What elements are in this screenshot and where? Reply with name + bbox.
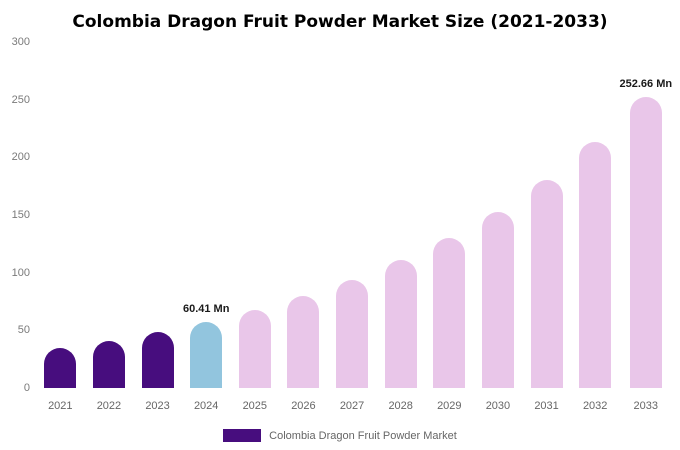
bar[interactable]: [141, 331, 174, 388]
bar[interactable]: [190, 322, 223, 388]
y-tick-label: 250: [11, 93, 30, 106]
x-tick-label: 2029: [437, 400, 462, 412]
bar-column: 2031: [522, 42, 571, 412]
legend: Colombia Dragon Fruit Powder Market: [0, 429, 680, 442]
data-label: [496, 192, 499, 207]
data-label: [594, 122, 597, 137]
data-label: [156, 312, 159, 327]
bar[interactable]: [92, 340, 125, 388]
bar[interactable]: [433, 238, 466, 388]
y-tick-label: 100: [11, 266, 30, 279]
bar-column: 60.41 Mn 2024: [182, 42, 231, 412]
bar-column: 2028: [376, 42, 425, 412]
x-tick-label: 2024: [193, 400, 219, 412]
bar-column: 2027: [328, 42, 377, 412]
y-tick-label: 300: [11, 36, 30, 48]
data-label: [107, 321, 110, 336]
data-label: [59, 328, 62, 343]
bar-column: 2030: [474, 42, 523, 412]
y-tick-label: 0: [23, 382, 30, 394]
y-tick-label: 150: [11, 209, 30, 221]
bar[interactable]: [481, 211, 514, 388]
x-tick-label: 2033: [633, 400, 659, 412]
y-tick-label: 200: [11, 151, 30, 164]
data-label: [351, 260, 354, 275]
bar[interactable]: [530, 180, 563, 388]
x-tick-label: 2030: [485, 400, 511, 412]
x-tick-label: 2023: [145, 400, 170, 412]
x-tick-label: 2028: [388, 400, 413, 412]
bar-column: 2022: [85, 42, 134, 412]
bar-column: 2025: [231, 42, 280, 412]
bars-container: 2021 2022 2023 60.41 Mn 2024 2025 2026 202…: [36, 42, 673, 412]
legend-label: Colombia Dragon Fruit Powder Market: [269, 429, 457, 442]
legend-item[interactable]: Colombia Dragon Fruit Powder Market: [223, 429, 457, 442]
bar-column: 2032: [571, 42, 620, 412]
bar[interactable]: [287, 295, 320, 388]
bar[interactable]: [336, 279, 369, 388]
data-label: [448, 218, 451, 233]
y-tick-label: 50: [17, 324, 30, 337]
bar-column: 2026: [279, 42, 328, 412]
bar-column: 2021: [36, 42, 85, 412]
data-label: 252.66 Mn: [619, 77, 673, 90]
bar[interactable]: [238, 309, 271, 388]
chart-title: Colombia Dragon Fruit Powder Market Size…: [72, 12, 608, 32]
data-label: [253, 290, 256, 305]
legend-swatch: [223, 429, 262, 442]
data-label: [545, 160, 548, 175]
bar-column: 252.66 Mn 2033: [619, 42, 673, 412]
bar[interactable]: [44, 347, 77, 388]
x-tick-label: 2032: [582, 400, 608, 412]
y-axis: 0 50 100 150 200 250 300: [4, 36, 32, 394]
bar[interactable]: [579, 142, 612, 388]
bar[interactable]: [384, 259, 417, 388]
x-tick-label: 2022: [96, 400, 122, 412]
x-tick-label: 2025: [242, 400, 268, 412]
x-tick-label: 2026: [291, 400, 316, 412]
x-tick-label: 2027: [339, 400, 365, 412]
data-label: [302, 276, 305, 291]
x-tick-label: 2021: [48, 400, 73, 412]
plot-area: 0 50 100 150 200 250 300 2021 2022 2023 60.41 M…: [12, 36, 673, 412]
x-tick-label: 2031: [534, 400, 559, 412]
data-label: 60.41 Mn: [182, 303, 230, 316]
data-label: [399, 240, 402, 255]
bar[interactable]: [629, 96, 662, 388]
bar-column: 2023: [133, 42, 182, 412]
bar-column: 2029: [425, 42, 474, 412]
